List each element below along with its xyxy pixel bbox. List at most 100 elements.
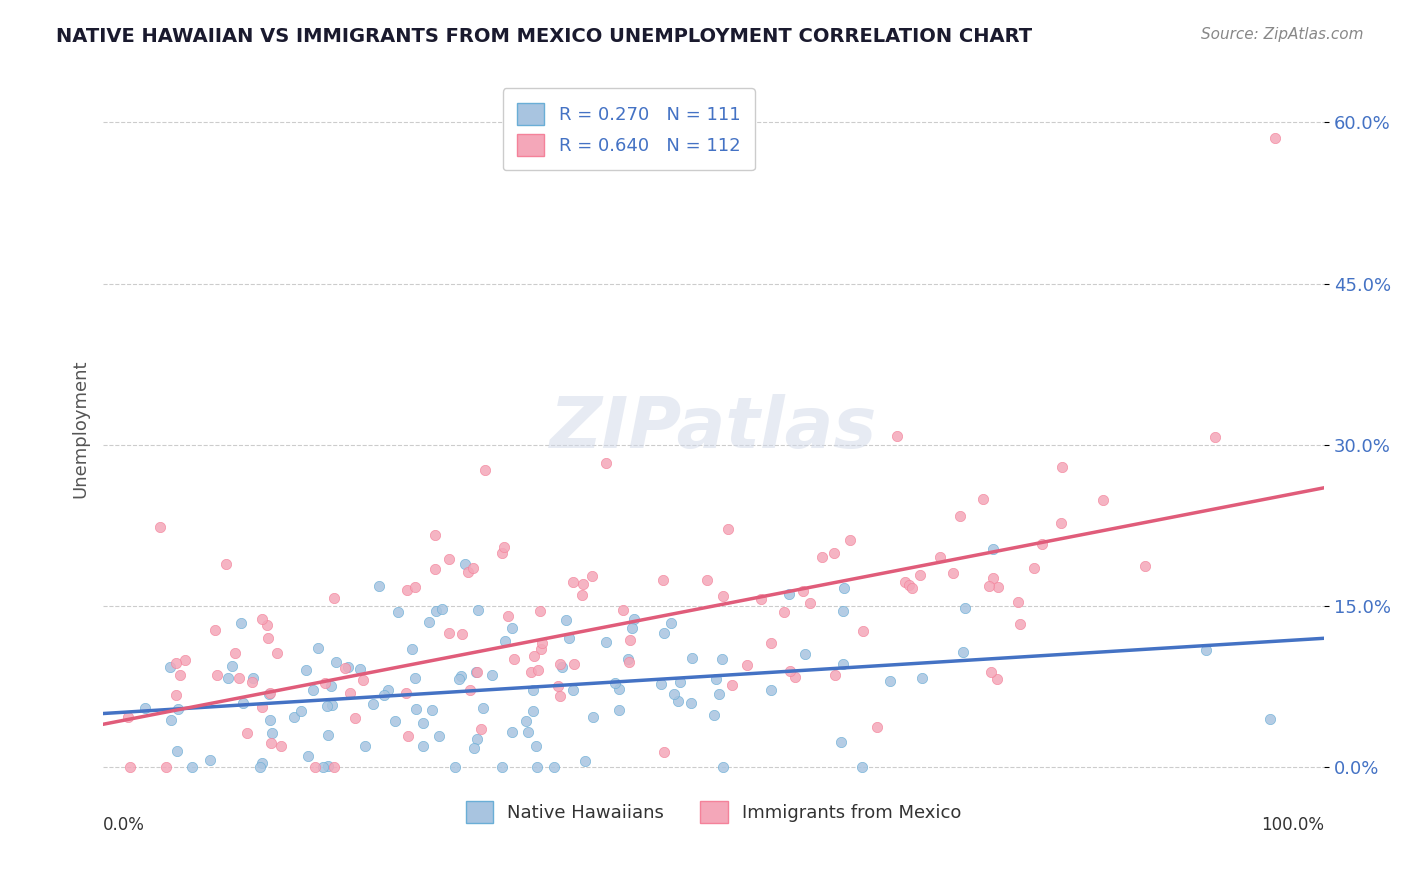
Point bbox=[761, 682, 783, 697]
Point bbox=[824, 668, 846, 682]
Point bbox=[344, 711, 367, 725]
Point bbox=[522, 682, 544, 697]
Point bbox=[458, 683, 481, 698]
Point bbox=[444, 760, 467, 774]
Point bbox=[467, 603, 489, 617]
Point bbox=[503, 651, 526, 665]
Point bbox=[986, 580, 1008, 594]
Point bbox=[1031, 537, 1053, 551]
Point bbox=[799, 596, 821, 610]
Point bbox=[571, 588, 593, 602]
Point bbox=[1049, 516, 1071, 531]
Point bbox=[451, 627, 474, 641]
Point bbox=[464, 665, 486, 680]
Point bbox=[229, 616, 252, 631]
Point bbox=[283, 710, 305, 724]
Point bbox=[454, 557, 477, 571]
Point bbox=[166, 743, 188, 757]
Point bbox=[387, 606, 409, 620]
Point bbox=[581, 569, 603, 583]
Point bbox=[703, 708, 725, 723]
Point bbox=[457, 566, 479, 580]
Point bbox=[897, 578, 920, 592]
Point bbox=[942, 566, 965, 580]
Point bbox=[439, 626, 461, 640]
Point bbox=[558, 631, 581, 645]
Point bbox=[1264, 131, 1286, 145]
Point bbox=[981, 571, 1004, 585]
Point bbox=[901, 582, 924, 596]
Point bbox=[823, 546, 845, 560]
Point bbox=[522, 704, 544, 718]
Point bbox=[952, 644, 974, 658]
Point bbox=[1092, 492, 1115, 507]
Point bbox=[530, 642, 553, 657]
Point bbox=[316, 728, 339, 742]
Point bbox=[494, 541, 516, 555]
Point bbox=[654, 745, 676, 759]
Point bbox=[491, 760, 513, 774]
Point bbox=[297, 748, 319, 763]
Point bbox=[249, 760, 271, 774]
Text: Source: ZipAtlas.com: Source: ZipAtlas.com bbox=[1201, 27, 1364, 42]
Point bbox=[242, 671, 264, 685]
Point bbox=[949, 508, 972, 523]
Point bbox=[173, 653, 195, 667]
Point bbox=[607, 703, 630, 717]
Point bbox=[980, 665, 1002, 679]
Point bbox=[224, 646, 246, 660]
Point bbox=[1133, 559, 1156, 574]
Point bbox=[215, 557, 238, 571]
Point bbox=[620, 621, 643, 635]
Point bbox=[307, 641, 329, 656]
Point bbox=[1050, 460, 1073, 475]
Point bbox=[679, 697, 702, 711]
Point bbox=[198, 753, 221, 767]
Point bbox=[761, 635, 783, 649]
Point bbox=[149, 520, 172, 534]
Point bbox=[866, 721, 889, 735]
Point bbox=[832, 582, 855, 596]
Point bbox=[778, 586, 800, 600]
Text: 0.0%: 0.0% bbox=[103, 815, 145, 834]
Point bbox=[794, 647, 817, 661]
Point bbox=[529, 604, 551, 618]
Point bbox=[301, 682, 323, 697]
Point bbox=[395, 583, 418, 598]
Point bbox=[886, 429, 908, 443]
Point bbox=[314, 676, 336, 690]
Point bbox=[659, 616, 682, 631]
Point bbox=[523, 648, 546, 663]
Point bbox=[839, 533, 862, 547]
Point bbox=[571, 576, 593, 591]
Point bbox=[252, 699, 274, 714]
Point bbox=[524, 739, 547, 753]
Point bbox=[423, 562, 446, 576]
Point bbox=[404, 580, 426, 594]
Point bbox=[257, 631, 280, 645]
Point bbox=[501, 725, 523, 739]
Point bbox=[595, 635, 617, 649]
Point bbox=[543, 760, 565, 774]
Point bbox=[737, 658, 759, 673]
Point bbox=[134, 701, 156, 715]
Point bbox=[612, 603, 634, 617]
Point bbox=[669, 674, 692, 689]
Point bbox=[470, 722, 492, 736]
Point bbox=[322, 591, 344, 605]
Point bbox=[165, 657, 187, 671]
Point bbox=[831, 604, 853, 618]
Point bbox=[401, 641, 423, 656]
Point bbox=[617, 652, 640, 666]
Point bbox=[681, 650, 703, 665]
Point bbox=[404, 672, 426, 686]
Point bbox=[481, 667, 503, 681]
Point bbox=[240, 675, 263, 690]
Point bbox=[711, 589, 734, 603]
Point bbox=[650, 677, 672, 691]
Point bbox=[395, 686, 418, 700]
Point bbox=[159, 659, 181, 673]
Point bbox=[704, 672, 727, 686]
Point bbox=[652, 573, 675, 587]
Point bbox=[911, 671, 934, 685]
